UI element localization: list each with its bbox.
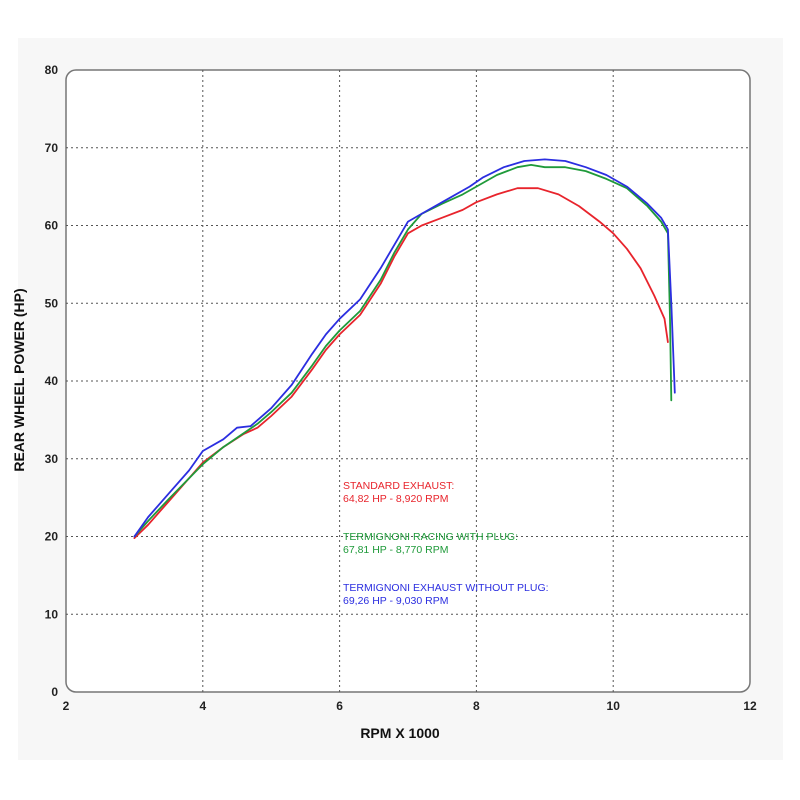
x-tick-label: 10 (607, 699, 621, 713)
annotation-without_plug-line-0: TERMIGNONI EXHAUST WITHOUT PLUG: (343, 582, 549, 594)
x-tick-label: 4 (199, 699, 206, 713)
y-axis-label: REAR WHEEL POWER (HP) (11, 288, 27, 471)
y-tick-label: 60 (45, 219, 59, 233)
y-tick-label: 30 (45, 452, 59, 466)
x-tick-label: 2 (63, 699, 70, 713)
annotation-standard-line-1: 64,82 HP - 8,920 RPM (343, 493, 448, 505)
annotation-racing-line-1: 67,81 HP - 8,770 RPM (343, 544, 448, 556)
grid-lines (66, 70, 750, 692)
y-tick-label: 40 (45, 374, 59, 388)
legend-annotations: STANDARD EXHAUST:64,82 HP - 8,920 RPM TER… (343, 480, 549, 607)
annotation-without_plug-line-1: 69,26 HP - 9,030 RPM (343, 595, 448, 607)
y-tick-label: 10 (45, 607, 59, 621)
y-tick-label: 50 (45, 296, 59, 310)
annotation-racing-line-0: TERMIGNONI RACING WITH PLUG: (343, 531, 518, 543)
x-tick-label: 8 (473, 699, 480, 713)
y-tick-label: 0 (51, 685, 58, 699)
series-line-racing (133, 163, 673, 538)
y-tick-label: 70 (45, 141, 59, 155)
x-tick-label: 6 (336, 699, 343, 713)
y-tick-label: 80 (45, 63, 59, 77)
y-tick-label: 20 (45, 530, 59, 544)
x-axis-label: RPM X 1000 (360, 725, 440, 741)
series-lines (133, 158, 676, 539)
x-tick-label: 12 (743, 699, 757, 713)
annotation-standard-line-0: STANDARD EXHAUST: (343, 480, 454, 492)
tick-labels: 2 4 6 8 10 12 0 10 20 30 40 50 60 70 80 (45, 63, 757, 713)
series-line-without_plug (133, 158, 676, 538)
